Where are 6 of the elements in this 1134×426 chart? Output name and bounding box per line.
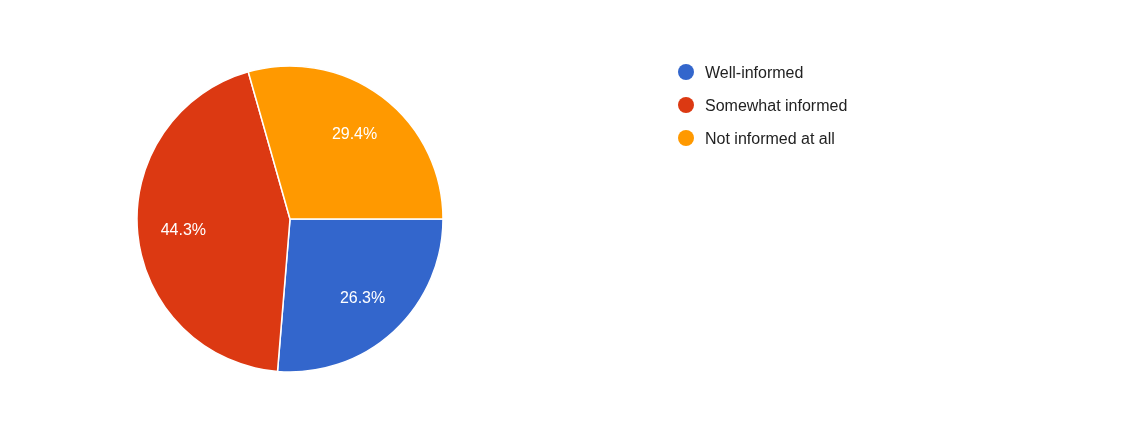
legend-label: Well-informed [705, 63, 804, 81]
data-label: 44.3% [160, 220, 207, 238]
legend-label: Somewhat informed [705, 96, 848, 114]
legend-label: Not informed at all [705, 129, 835, 147]
data-label: 26.3% [339, 289, 386, 307]
data-label: 29.4% [331, 125, 378, 143]
